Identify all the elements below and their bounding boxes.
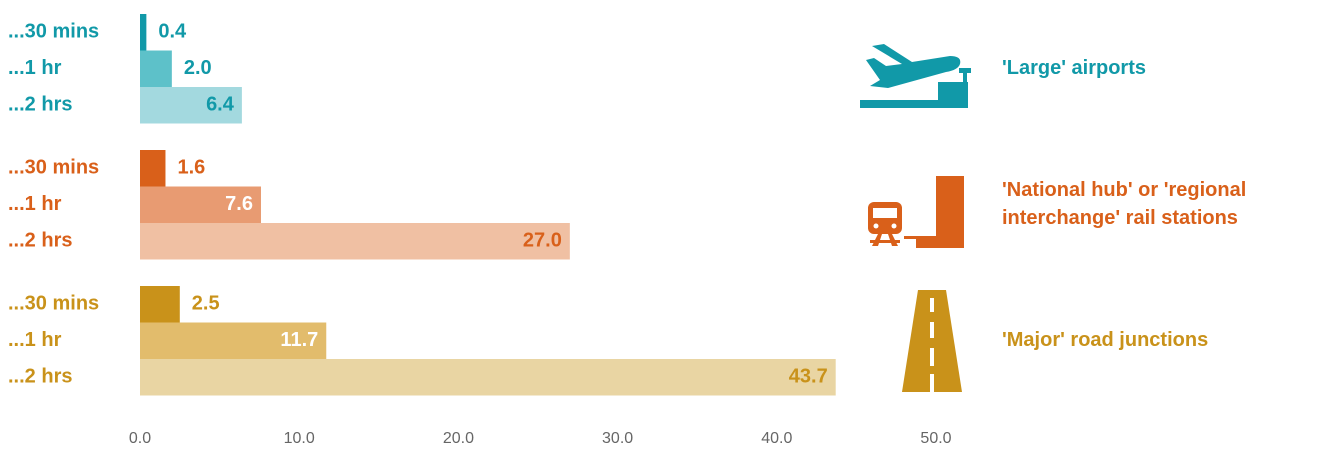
value-label: 2.5 (192, 293, 220, 315)
category-label: ...30 mins (8, 21, 99, 43)
x-tick-label: 20.0 (443, 430, 474, 447)
value-label: 6.4 (206, 94, 235, 116)
group-label: 'Major' road junctions (1002, 329, 1208, 351)
x-tick-label: 50.0 (920, 430, 951, 447)
value-label: 11.7 (280, 329, 318, 351)
airport-icon (860, 44, 971, 108)
group-label: interchange' rail stations (1002, 207, 1238, 229)
category-label: ...30 mins (8, 157, 99, 179)
value-label: 7.6 (225, 193, 253, 215)
bar (140, 223, 570, 260)
bar (140, 322, 327, 359)
category-label: ...30 mins (8, 293, 99, 315)
road-icon (902, 290, 962, 392)
bar (140, 87, 242, 124)
bar (140, 14, 147, 51)
x-tick-label: 30.0 (602, 430, 633, 447)
group-label: 'Large' airports (1002, 57, 1146, 79)
bar (140, 186, 261, 223)
category-label: ...2 hrs (8, 94, 72, 116)
bar (140, 286, 180, 323)
value-label: 2.0 (184, 57, 212, 79)
category-label: ...1 hr (8, 193, 62, 215)
group-label: 'National hub' or 'regional (1002, 179, 1246, 201)
category-label: ...2 hrs (8, 230, 72, 252)
bar (140, 359, 836, 396)
bar (140, 150, 166, 187)
value-label: 27.0 (523, 230, 562, 252)
value-label: 0.4 (158, 21, 187, 43)
x-tick-label: 40.0 (761, 430, 792, 447)
category-label: ...2 hrs (8, 366, 72, 388)
category-label: ...1 hr (8, 57, 62, 79)
value-label: 43.7 (789, 366, 828, 388)
x-tick-label: 0.0 (129, 430, 151, 447)
x-tick-label: 10.0 (284, 430, 315, 447)
bar (140, 50, 172, 87)
category-label: ...1 hr (8, 329, 62, 351)
rail-icon (868, 176, 964, 248)
value-label: 1.6 (177, 157, 205, 179)
